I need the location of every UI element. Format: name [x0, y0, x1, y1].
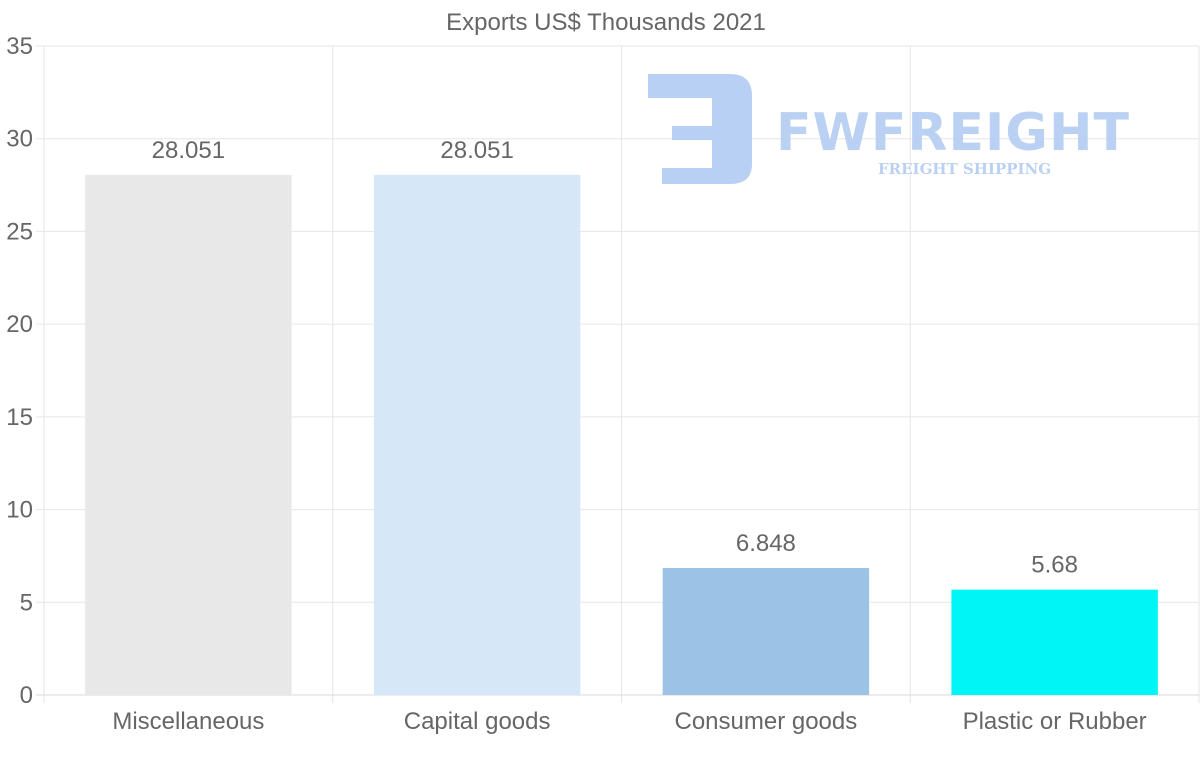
- value-label: 6.848: [736, 530, 796, 557]
- value-label: 5.68: [1031, 552, 1078, 579]
- y-tick-label: 15: [6, 404, 33, 431]
- bar-consumer-goods: [662, 568, 870, 695]
- chart-title: Exports US$ Thousands 2021: [446, 9, 766, 36]
- category-label: Plastic or Rubber: [963, 708, 1147, 735]
- category-label: Consumer goods: [674, 708, 857, 735]
- x-axis-categories: Miscellaneous Capital goods Consumer goods…: [112, 708, 1146, 735]
- y-tick-label: 0: [20, 682, 33, 709]
- y-tick-label: 5: [20, 589, 33, 616]
- y-axis-ticks: 0 5 10 15 20 25 30 35: [6, 33, 33, 709]
- bars: [85, 174, 1158, 695]
- y-tick-label: 20: [6, 311, 33, 338]
- y-tick-label: 30: [6, 126, 33, 153]
- bar-plastic-or-rubber: [951, 589, 1158, 695]
- value-label: 28.051: [440, 137, 513, 164]
- fwfreight-logo-icon: [648, 74, 752, 184]
- value-labels: 28.051 28.051 6.848 5.68: [152, 137, 1078, 579]
- y-tick-label: 25: [6, 218, 33, 245]
- y-tick-label: 35: [6, 33, 33, 60]
- fwfreight-watermark-logo: FWFREIGHT FREIGHT SHIPPING: [648, 74, 1130, 184]
- category-label: Miscellaneous: [112, 708, 264, 735]
- bar-miscellaneous: [85, 174, 292, 695]
- value-label: 28.051: [152, 137, 225, 164]
- bar-capital-goods: [373, 174, 581, 695]
- category-label: Capital goods: [404, 708, 551, 735]
- watermark-tagline: FREIGHT SHIPPING: [878, 160, 1051, 178]
- watermark-brand: FWFREIGHT: [776, 103, 1130, 163]
- y-tick-label: 10: [6, 497, 33, 524]
